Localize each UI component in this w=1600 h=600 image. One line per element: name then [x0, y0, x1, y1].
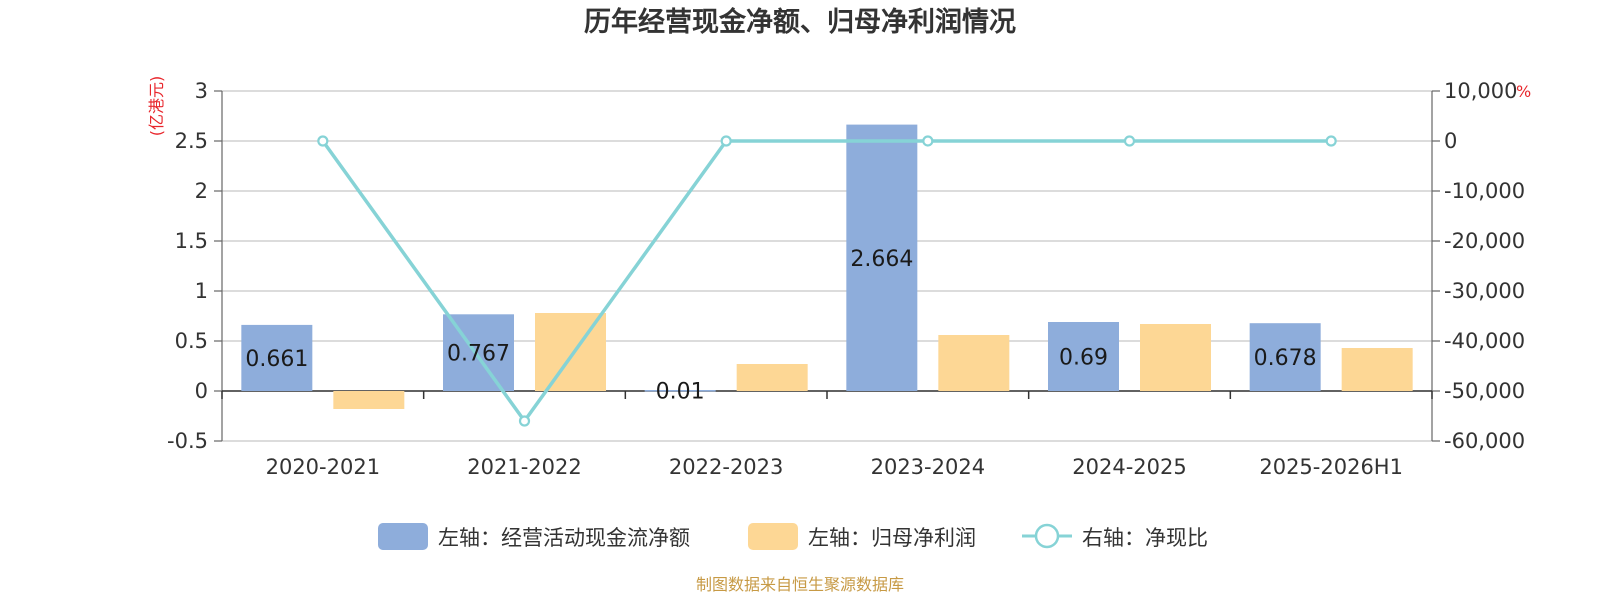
- left-axis-unit: (亿港元): [147, 76, 166, 137]
- point-cash-ratio: [922, 135, 934, 147]
- bar-net-profit: [1140, 324, 1211, 391]
- bar-operating-cash-flow: [644, 390, 716, 392]
- right-axis-tick-label: -30,000: [1444, 279, 1525, 303]
- right-axis-tick-label: 0: [1444, 129, 1457, 153]
- bar-net-profit: [1341, 348, 1413, 391]
- right-axis-tick-label: -60,000: [1444, 429, 1525, 453]
- left-axis-tick-label: 2.5: [175, 129, 208, 153]
- left-axis-tick-label: 0: [195, 379, 208, 403]
- bar-data-label: 0.69: [1059, 346, 1108, 371]
- legend-item-cash-ratio[interactable]: 右轴：净现比: [1022, 523, 1208, 550]
- bar-data-label: 0.767: [447, 342, 510, 367]
- label-layer: 0.661 0.767 0.01 2.664 0.69 0.678: [245, 247, 1316, 405]
- bar-layer: [241, 124, 1413, 409]
- left-axis-tick-label: 2: [195, 179, 208, 203]
- point-cash-ratio: [720, 135, 732, 147]
- left-axis-tick-label: 1: [195, 279, 208, 303]
- right-axis-tick-label: -20,000: [1444, 229, 1525, 253]
- legend-label-operating-cash-flow: 左轴：经营活动现金流净额: [438, 526, 690, 550]
- x-axis-category-label: 2022-2023: [669, 455, 783, 479]
- legend-label-cash-ratio: 右轴：净现比: [1082, 526, 1208, 550]
- bar-operating-cash-flow: [846, 124, 918, 391]
- bar-data-label: 0.661: [245, 347, 308, 372]
- left-axis-tick-label: -0.5: [167, 429, 208, 453]
- bar-operating-cash-flow: [241, 324, 313, 391]
- point-cash-ratio: [1123, 135, 1136, 147]
- right-axis-tick-label: -10,000: [1444, 179, 1525, 203]
- bar-net-profit: [333, 391, 405, 409]
- bar-data-label: 0.01: [656, 380, 705, 405]
- x-axis-category-label: 2020-2021: [266, 455, 380, 479]
- legend-marker-cash-ratio: [1034, 523, 1060, 549]
- bar-data-label: 0.678: [1254, 346, 1317, 371]
- point-cash-ratio: [518, 415, 531, 427]
- source-note: 制图数据来自恒生聚源数据库: [696, 575, 904, 594]
- legend-label-net-profit: 左轴：归母净利润: [808, 526, 976, 550]
- bar-net-profit: [938, 335, 1010, 391]
- bar-net-profit: [736, 364, 808, 391]
- legend-swatch-operating-cash-flow: [378, 523, 428, 550]
- x-axis-category-label: 2023-2024: [871, 455, 985, 479]
- line-layer: [317, 135, 1337, 427]
- bar-data-label: 2.664: [850, 247, 913, 272]
- left-axis-tick-label: 0.5: [175, 329, 208, 353]
- chart-title: 历年经营现金净额、归母净利润情况: [584, 6, 1016, 38]
- line-cash-ratio: [321, 139, 1332, 423]
- point-cash-ratio: [317, 135, 329, 147]
- x-axis-category-label: 2021-2022: [467, 455, 581, 479]
- axis-layer: 3 2.5 2 1.5 1 0.5 0 -0.5 10,000 0 -10,000 -20,000 -3…: [167, 79, 1525, 479]
- legend-item-net-profit[interactable]: 左轴：归母净利润: [748, 523, 976, 550]
- legend-swatch-net-profit: [748, 523, 798, 550]
- x-axis-category-label: 2024-2025: [1072, 455, 1186, 479]
- legend-item-operating-cash-flow[interactable]: 左轴：经营活动现金流净额: [378, 523, 690, 550]
- x-axis-category-label: 2025-2026H1: [1259, 455, 1403, 479]
- right-axis-tick-label: 10,000: [1444, 79, 1517, 103]
- right-axis-tick-label: -40,000: [1444, 329, 1525, 353]
- left-axis-tick-label: 3: [195, 79, 208, 103]
- point-cash-ratio: [1325, 135, 1337, 147]
- legend: 左轴：经营活动现金流净额 左轴：归母净利润 右轴：净现比: [378, 523, 1208, 550]
- left-axis-tick-label: 1.5: [175, 229, 208, 253]
- right-axis-unit: %: [1516, 82, 1531, 101]
- right-axis-tick-label: -50,000: [1444, 379, 1525, 403]
- bar-operating-cash-flow: [1249, 323, 1321, 391]
- bar-operating-cash-flow: [1048, 322, 1119, 391]
